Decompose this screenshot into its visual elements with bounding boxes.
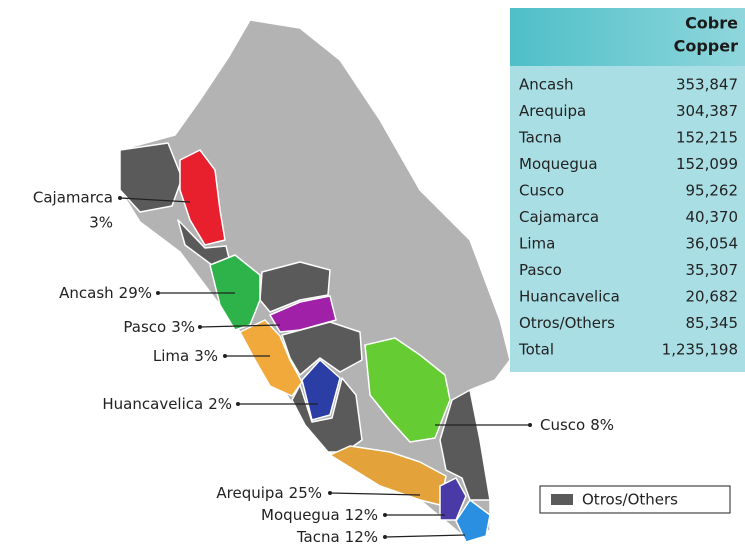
region-label: Pasco 3% <box>123 318 195 336</box>
region-label: Ancash 29% <box>59 284 152 302</box>
table-cell-value: 20,682 <box>686 288 739 306</box>
table-cell-value: 304,387 <box>676 102 738 120</box>
region-name: Ancash <box>59 284 114 302</box>
leader-dot <box>223 354 227 358</box>
region-name: Cusco <box>540 416 585 434</box>
table-header: Copper <box>674 37 738 56</box>
leader-dot <box>528 423 532 427</box>
region-huancavelica <box>301 359 341 421</box>
region-name: Lima <box>153 347 189 365</box>
region-cajamarca <box>179 149 226 246</box>
table-body-bg <box>510 66 745 372</box>
table-cell-name: Lima <box>519 235 555 253</box>
legend-swatch <box>551 494 573 505</box>
region-tacna <box>455 499 491 543</box>
leader-dot <box>156 291 160 295</box>
table-cell-name: Huancavelica <box>519 288 620 306</box>
table-cell-name: Tacna <box>518 129 562 147</box>
table-cell-name: Pasco <box>519 261 562 279</box>
region-label: Moquegua 12% <box>261 506 378 524</box>
share-value: 3% <box>171 318 195 336</box>
region-other <box>259 261 331 313</box>
table-cell-value: 152,099 <box>676 155 738 173</box>
table-cell-name: Cajamarca <box>519 208 599 226</box>
region-moquegua <box>439 477 467 521</box>
region-cusco <box>364 337 451 443</box>
table-cell-value: 353,847 <box>676 76 738 94</box>
share-value: 12% <box>345 506 378 524</box>
region-label: Arequipa 25% <box>216 484 322 502</box>
table-cell-value: 36,054 <box>686 235 739 253</box>
leader-dot <box>118 196 122 200</box>
table-cell-value: 40,370 <box>686 208 739 226</box>
leader-line <box>384 534 466 538</box>
region-other <box>291 377 363 453</box>
region-other <box>281 321 363 376</box>
table-cell-name: Moquegua <box>519 155 598 173</box>
table-header-bg <box>510 8 745 66</box>
region-name: Arequipa <box>216 484 283 502</box>
region-label: Lima 3% <box>153 347 218 365</box>
table-cell-name: Ancash <box>519 76 574 94</box>
share-value: 25% <box>289 484 322 502</box>
table-cell-value: 95,262 <box>686 182 739 200</box>
legend-label: Otros/Others <box>582 491 678 509</box>
table-cell-value: 85,345 <box>686 314 739 332</box>
table-cell-name: Total <box>518 341 554 359</box>
region-name: Tacna <box>296 528 340 546</box>
table-cell-value: 152,215 <box>676 129 738 147</box>
table-header: Cobre <box>685 14 738 33</box>
leader-line <box>119 197 191 203</box>
table-cell-value: 35,307 <box>686 261 739 279</box>
leader-line <box>329 492 421 496</box>
region-name: Huancavelica <box>102 395 203 413</box>
table-cell-name: Cusco <box>519 182 564 200</box>
share-value: 2% <box>208 395 232 413</box>
region-arequipa <box>329 445 447 506</box>
table-cell-name: Otros/Others <box>519 314 615 332</box>
colored-regions <box>179 149 491 543</box>
region-other <box>119 142 183 213</box>
region-label: Tacna 12% <box>296 528 378 546</box>
share-label: 3% <box>89 214 113 232</box>
region-name: Moquegua <box>261 506 340 524</box>
region-label: Cajamarca <box>33 189 113 207</box>
region-label: Cusco 8% <box>540 416 614 434</box>
leader-dot <box>383 513 387 517</box>
share-value: 12% <box>345 528 378 546</box>
share-value: 3% <box>194 347 218 365</box>
leader-dot <box>328 491 332 495</box>
share-value: 29% <box>119 284 152 302</box>
other-regions <box>119 142 491 501</box>
leader-line <box>199 324 281 328</box>
table-cell-value: 1,235,198 <box>662 341 738 359</box>
leader-dot <box>236 402 240 406</box>
table-cell-name: Arequipa <box>519 102 586 120</box>
share-value: 8% <box>590 416 614 434</box>
region-label: Huancavelica 2% <box>102 395 232 413</box>
leader-dot <box>198 325 202 329</box>
region-name: Pasco <box>123 318 166 336</box>
leader-dot <box>383 535 387 539</box>
region-pasco <box>269 295 337 333</box>
